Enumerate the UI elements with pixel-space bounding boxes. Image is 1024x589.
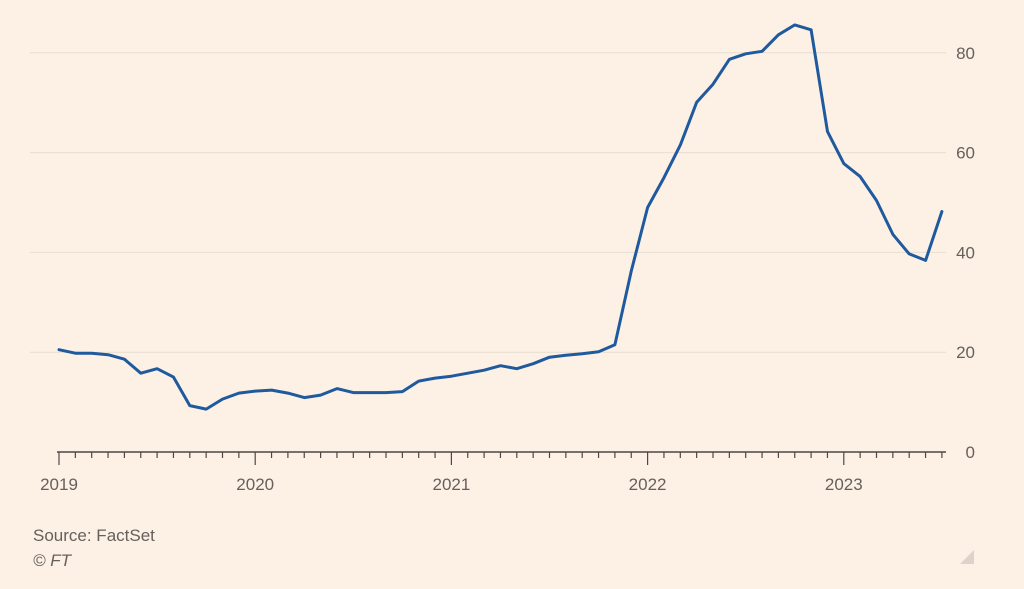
credit-note: © FT (33, 551, 72, 570)
x-tick-label: 2019 (40, 475, 78, 494)
x-tick-label: 2023 (825, 475, 863, 494)
x-tick-label: 2022 (629, 475, 667, 494)
x-tick-label: 2021 (432, 475, 470, 494)
source-note: Source: FactSet (33, 526, 155, 545)
y-tick-label: 60 (956, 144, 975, 163)
y-tick-label: 40 (956, 243, 975, 262)
series-line (57, 23, 944, 411)
line-chart: 0 20 40 60 80 2019 2020 2021 2022 2023 (30, 23, 975, 494)
gridlines (30, 52, 946, 353)
x-axis: 2019 2020 2021 2022 2023 (40, 451, 946, 494)
resize-corner-icon (960, 550, 974, 564)
y-tick-label: 0 (966, 443, 975, 462)
y-tick-label: 20 (956, 343, 975, 362)
y-tick-label: 80 (956, 44, 975, 63)
x-tick-label: 2020 (236, 475, 274, 494)
y-axis: 0 20 40 60 80 (956, 44, 975, 462)
series-line-group (57, 23, 944, 411)
